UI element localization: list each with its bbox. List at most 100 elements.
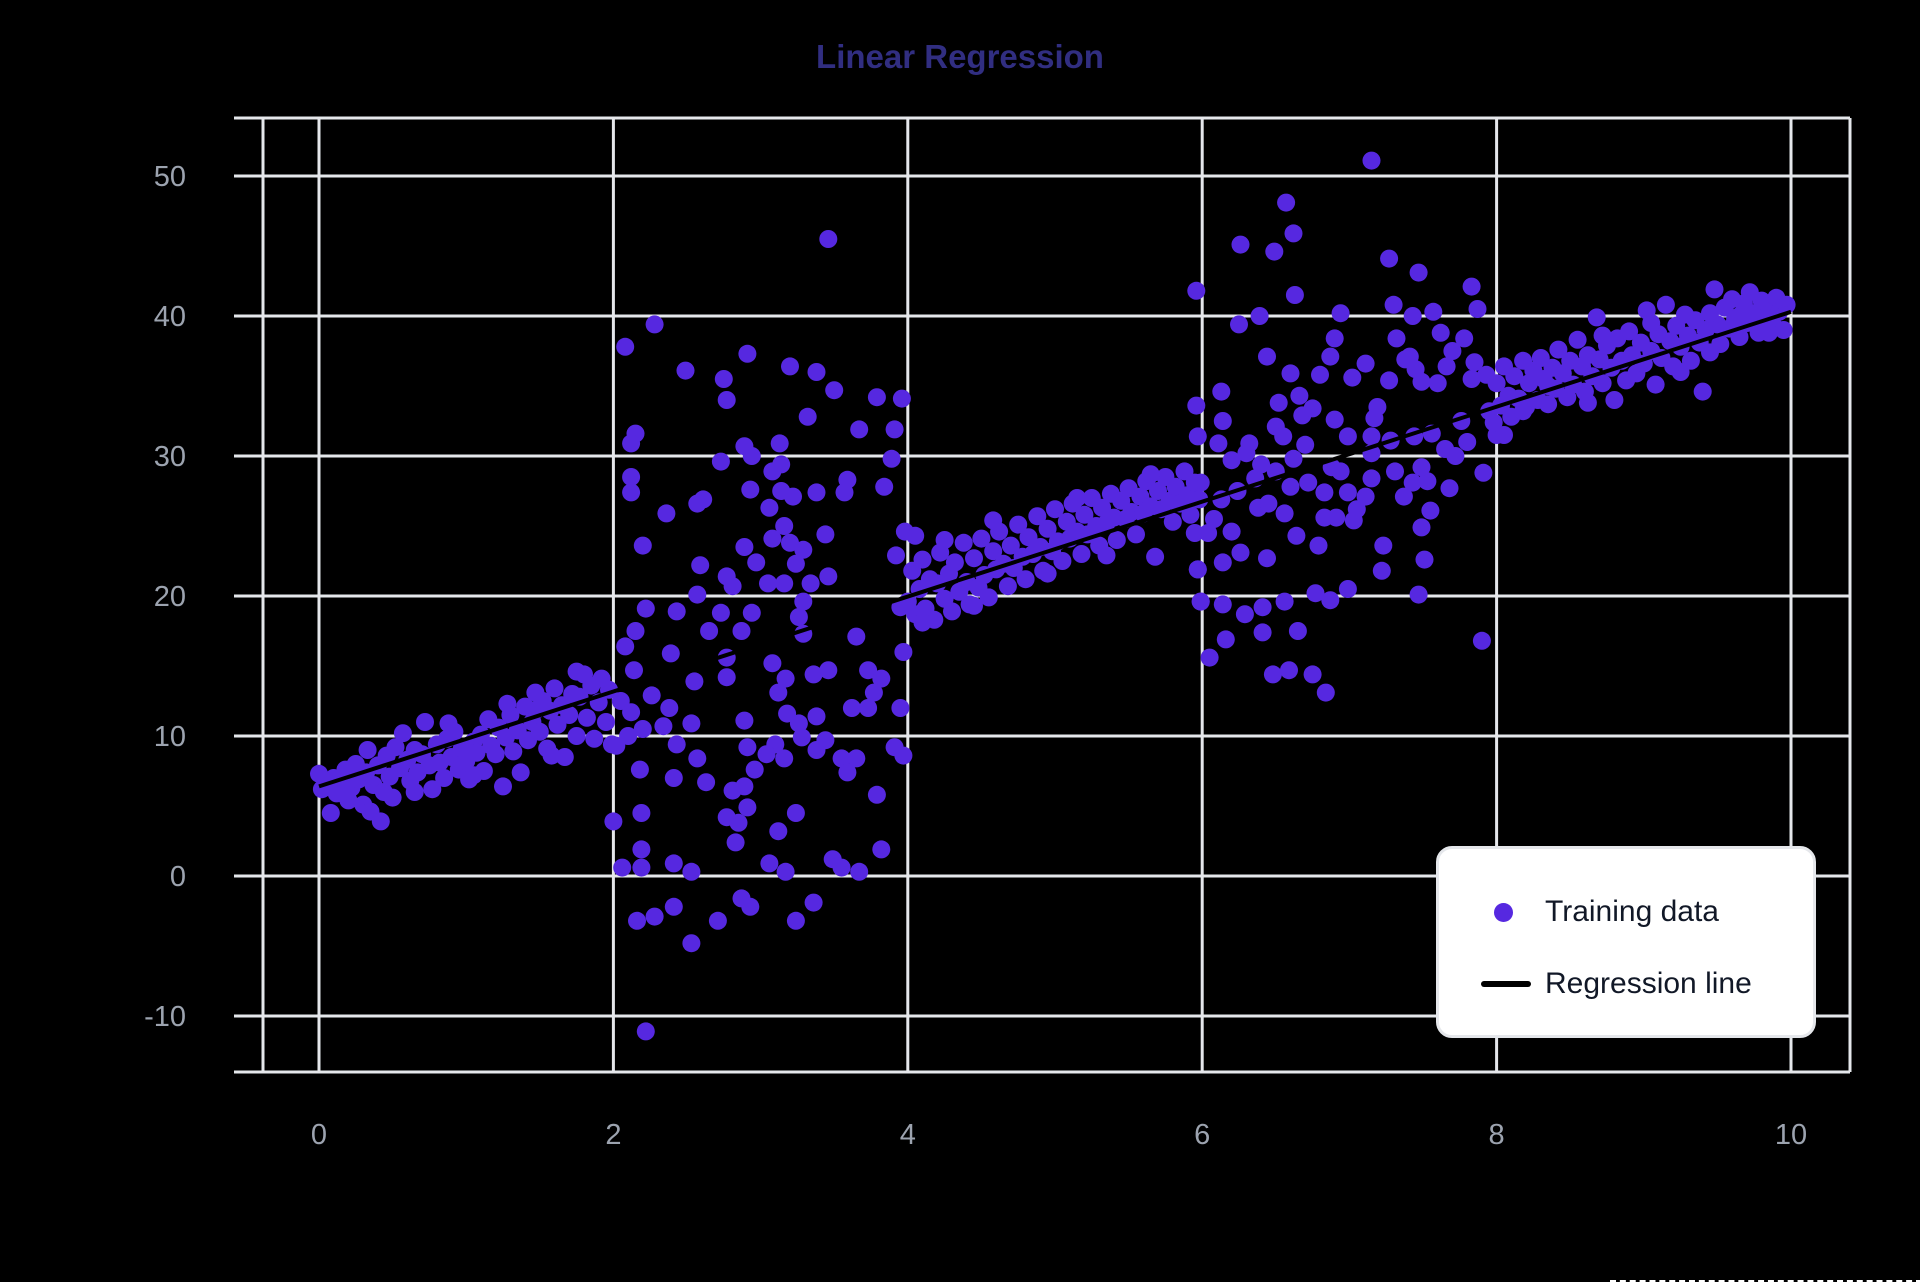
data-point xyxy=(645,315,664,334)
data-point xyxy=(664,897,683,916)
data-point xyxy=(494,777,512,796)
data-point xyxy=(667,602,686,621)
data-point xyxy=(577,708,596,727)
data-point xyxy=(604,812,623,831)
data-point xyxy=(1321,591,1340,610)
data-point xyxy=(794,592,813,611)
data-point xyxy=(1163,512,1182,531)
legend: Training data Regression line xyxy=(1436,846,1816,1038)
data-point xyxy=(1205,510,1223,528)
data-point xyxy=(1415,550,1434,569)
data-point xyxy=(613,858,632,877)
data-point xyxy=(763,654,782,673)
data-point xyxy=(467,743,486,762)
data-point xyxy=(1327,508,1346,527)
data-point xyxy=(685,672,704,691)
data-point xyxy=(775,574,794,593)
data-point xyxy=(1149,482,1167,500)
data-point xyxy=(1443,342,1462,360)
data-point xyxy=(1462,277,1481,296)
data-point xyxy=(1605,391,1624,409)
data-point xyxy=(1774,321,1793,339)
data-point xyxy=(1325,410,1344,429)
data-point xyxy=(1380,371,1399,390)
data-point xyxy=(807,363,826,381)
data-point xyxy=(607,736,626,755)
data-point xyxy=(792,728,811,747)
data-point xyxy=(700,622,719,640)
data-point xyxy=(1269,393,1288,412)
data-point xyxy=(688,494,707,513)
data-point xyxy=(850,420,869,439)
data-point xyxy=(1421,501,1440,520)
data-point xyxy=(789,608,808,626)
data-point xyxy=(1424,302,1443,321)
data-point xyxy=(979,588,998,607)
data-point xyxy=(819,230,838,248)
x-tick-label: 0 xyxy=(311,1119,327,1151)
data-point xyxy=(832,858,851,877)
data-point xyxy=(717,668,736,687)
data-point xyxy=(842,699,861,717)
data-point xyxy=(1315,483,1334,502)
data-point xyxy=(1281,364,1300,383)
data-point xyxy=(816,525,835,544)
data-point xyxy=(1387,329,1406,348)
data-point xyxy=(1009,515,1028,534)
data-point xyxy=(1212,382,1231,401)
data-point xyxy=(776,862,795,881)
data-point xyxy=(742,603,761,622)
data-point xyxy=(759,574,777,593)
data-point xyxy=(832,749,851,768)
data-point xyxy=(1458,433,1477,451)
data-point xyxy=(405,783,424,801)
data-point xyxy=(872,669,891,688)
data-point xyxy=(935,531,954,549)
data-point xyxy=(1222,522,1241,541)
data-point xyxy=(1141,465,1160,484)
data-point xyxy=(1343,368,1362,387)
data-point xyxy=(735,538,754,556)
data-point xyxy=(714,370,733,388)
data-point xyxy=(1309,536,1328,555)
data-point xyxy=(723,577,742,596)
x-tick-label: 4 xyxy=(900,1119,916,1151)
data-point xyxy=(892,389,911,408)
data-point xyxy=(1321,347,1340,366)
data-point xyxy=(741,480,760,499)
data-point xyxy=(1446,447,1465,465)
data-point xyxy=(1303,665,1322,684)
data-point xyxy=(1038,519,1057,538)
data-point xyxy=(1409,585,1428,604)
data-point xyxy=(757,745,776,764)
data-point xyxy=(645,907,664,926)
data-point xyxy=(760,498,779,517)
data-point xyxy=(738,344,757,363)
data-point xyxy=(1181,505,1200,524)
data-point xyxy=(1209,434,1228,453)
data-point xyxy=(1356,487,1375,506)
data-point xyxy=(1222,451,1241,470)
data-point xyxy=(945,553,964,572)
data-point xyxy=(1265,242,1284,261)
data-point xyxy=(1127,525,1145,544)
data-point xyxy=(1549,340,1568,359)
data-point xyxy=(633,720,652,738)
data-point xyxy=(708,911,727,930)
data-point xyxy=(804,893,823,912)
data-point xyxy=(464,766,483,785)
data-point xyxy=(1620,322,1639,341)
data-point xyxy=(657,504,676,523)
regression-line xyxy=(318,309,1792,789)
data-point xyxy=(875,477,894,496)
data-point xyxy=(998,577,1017,596)
data-point xyxy=(386,738,405,757)
data-point xyxy=(1235,605,1254,624)
data-point xyxy=(1406,360,1425,379)
data-point xyxy=(882,449,901,468)
data-point xyxy=(906,526,925,545)
data-point xyxy=(616,637,635,656)
data-point xyxy=(804,665,823,684)
data-point xyxy=(1185,524,1204,542)
data-point xyxy=(1028,507,1047,526)
